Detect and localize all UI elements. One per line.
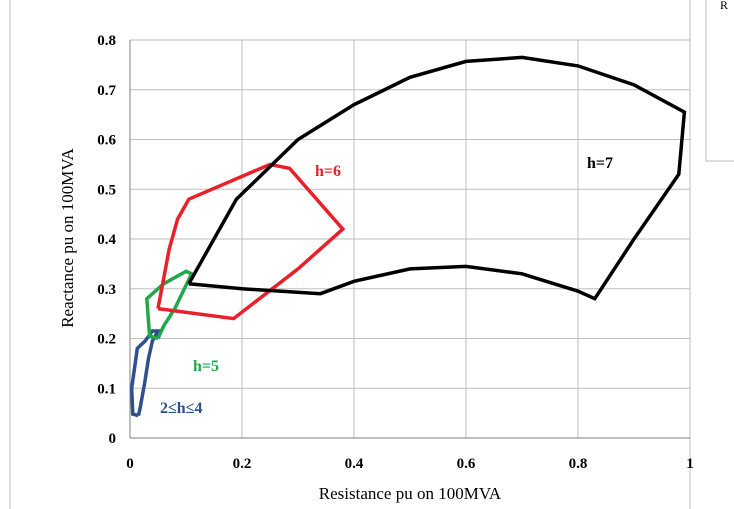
- axes: 0 0.1 0.2 0.3 0.4 0.5 0.6 0.7 0.8 0 0.2 0.4 0.6 0.8 1: [97, 33, 694, 472]
- y-tick-label: 0.1: [97, 381, 116, 397]
- y-tick-label: 0.7: [97, 83, 116, 99]
- x-axis-title: Resistance pu on 100MVA: [319, 484, 502, 503]
- legend-box-remnant: [705, 0, 734, 162]
- series-label-2: h=6: [315, 163, 341, 180]
- series-line-3: [187, 55, 687, 301]
- y-tick-label: 0.8: [97, 33, 116, 49]
- series-label-3: h=7: [587, 155, 613, 172]
- y-tick-label: 0.4: [97, 232, 116, 248]
- x-tick-label: 1: [686, 456, 694, 472]
- x-tick-label: 0.6: [457, 456, 476, 472]
- series-group: [129, 55, 687, 418]
- series-label-0: 2≤h≤4: [160, 400, 202, 417]
- x-tick-label: 0.4: [345, 456, 364, 472]
- series-line-1: [144, 269, 194, 341]
- series-line-2: [156, 162, 346, 321]
- y-tick-label: 0.5: [97, 182, 116, 198]
- series-line-0: [129, 329, 161, 418]
- y-tick-label: 0.6: [97, 133, 116, 149]
- y-tick-label: 0.2: [97, 332, 116, 348]
- y-tick-label: 0: [109, 431, 117, 447]
- corner-text: R: [720, 0, 728, 12]
- x-tick-label: 0.2: [233, 456, 252, 472]
- y-tick-label: 0.3: [97, 282, 116, 298]
- series-label-1: h=5: [193, 358, 219, 375]
- y-axis-title: Reactance pu on 100MVA: [58, 147, 77, 327]
- series-labels: 2≤h≤4 h=5 h=6 h=7: [160, 155, 613, 417]
- x-tick-label: 0.8: [569, 456, 588, 472]
- x-tick-label: 0: [126, 456, 134, 472]
- grid: [130, 39, 691, 438]
